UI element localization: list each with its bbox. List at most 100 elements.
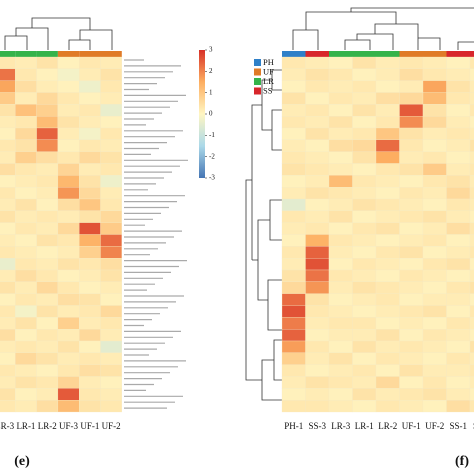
heatmap-cell [100,127,122,140]
heatmap-cell [305,305,330,318]
heatmap-cell [469,352,474,365]
heatmap-cell [57,352,80,365]
heatmap-cell [305,234,330,247]
heatmap-cell [399,400,424,413]
heatmap-cell [36,80,59,93]
heatmap-cell [57,317,80,330]
heatmap-cell [0,340,16,353]
heatmap-cell [328,104,353,117]
heatmap-cell [79,281,101,294]
legend-swatch [254,87,261,95]
heatmap-cell [36,139,59,152]
column-label: LR-1 [16,421,35,431]
heatmap-cell [399,116,424,129]
heatmap-cell [305,56,330,69]
heatmap-cell [422,80,447,93]
heatmap-cell [352,116,377,129]
heatmap-cell [305,388,330,401]
heatmap-cell [15,163,37,176]
heatmap-cell [422,329,447,342]
heatmap-cell [375,80,400,93]
heatmap-cell [328,163,353,176]
heatmap-cell [399,317,424,330]
column-label: SS-3 [308,421,326,431]
heatmap-cell [281,210,306,223]
heatmap-cell [469,340,474,353]
heatmap-cell [422,281,447,294]
heatmap-cell [36,258,59,271]
heatmap-cell [328,258,353,271]
heatmap-cell [100,92,122,105]
heatmap-cell [399,234,424,247]
heatmap-cell [469,234,474,247]
heatmap-cell [0,258,16,271]
heatmap-cell [36,364,59,377]
heatmap-cell [57,198,80,211]
heatmap-cell [0,80,16,93]
heatmap-cell [57,151,80,164]
heatmap-cell [305,198,330,211]
heatmap-cell [15,281,37,294]
heatmap-cell [469,151,474,164]
heatmap-cell [446,175,471,188]
heatmap-cell [15,175,37,188]
heatmap-cell [375,376,400,389]
heatmap-cell [36,234,59,247]
heatmap-cell [0,269,16,282]
heatmap-cell [399,210,424,223]
heatmap-cell [375,222,400,235]
heatmap-cell [36,222,59,235]
column-dendrogram [4,17,113,50]
heatmap-cell [36,317,59,330]
heatmap-cell [446,68,471,81]
heatmap-cell [469,317,474,330]
column-label: UF-1 [80,421,99,431]
column-label: SS-1 [449,421,467,431]
heatmap-cell [469,139,474,152]
heatmap-cell [328,317,353,330]
column-label: UF-1 [402,421,421,431]
heatmap-cell [281,163,306,176]
heatmap-cell [375,210,400,223]
heatmap-cell [79,340,101,353]
heatmap-cell [15,92,37,105]
heatmap-cell [352,104,377,117]
heatmap-cell [305,80,330,93]
heatmap-cell [352,234,377,247]
color-bar-label: 3 [209,46,213,54]
heatmap-cell [446,281,471,294]
heatmap-cell [0,116,16,129]
heatmap-cell [15,210,37,223]
heatmap-cell [0,187,16,200]
group-strip [329,51,353,57]
heatmap-cell [352,175,377,188]
heatmap-cell [79,163,101,176]
group-strip [57,51,80,57]
heatmap-cell [399,80,424,93]
column-label: UF-2 [102,421,121,431]
heatmap-cell [469,281,474,294]
heatmap-cell [100,258,122,271]
heatmap-cell [281,127,306,140]
heatmap-cell [79,388,101,401]
heatmap-cell [399,163,424,176]
heatmap-cell [469,222,474,235]
heatmap-cell [57,68,80,81]
heatmap-cell [100,56,122,69]
heatmap-cell [446,269,471,282]
heatmap-cell [328,364,353,377]
heatmap-cell [305,364,330,377]
heatmap-cell [281,187,306,200]
heatmap-cell [100,293,122,306]
heatmap-cell [469,92,474,105]
heatmap-cell [281,198,306,211]
heatmap-cell [375,352,400,365]
heatmap-cell [446,187,471,200]
heatmap-cell [15,376,37,389]
heatmap-cell [328,246,353,259]
heatmap-cell [57,269,80,282]
heatmap-cell [375,388,400,401]
heatmap-cell [328,234,353,247]
heatmap-cell [79,127,101,140]
